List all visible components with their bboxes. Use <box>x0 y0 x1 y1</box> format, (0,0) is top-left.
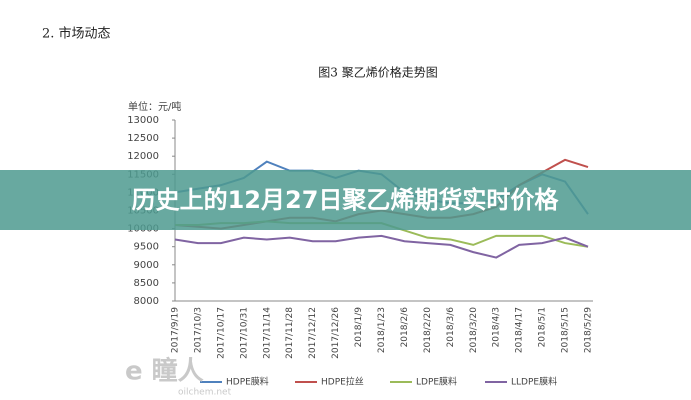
banner-band <box>0 170 691 230</box>
plot: 8000850090009500100001050011000115001200… <box>127 115 593 388</box>
x-tick-label: 2018/4/3 <box>492 307 502 347</box>
x-tick-label: 2018/5/1 <box>538 307 548 347</box>
watermark-logo: e 瞳人 <box>125 356 204 387</box>
x-tick-label: 2018/5/29 <box>584 307 594 353</box>
x-tick-label: 2017/9/19 <box>171 307 181 353</box>
y-axis-label: 单位：元/吨 <box>128 100 181 113</box>
banner-title: 历史上的12月27日聚乙烯期货实时价格 <box>132 186 560 214</box>
y-tick-label: 8500 <box>134 278 159 289</box>
y-tick-label: 9500 <box>134 242 159 253</box>
x-tick-label: 2018/5/15 <box>561 307 571 353</box>
section-heading: 2. 市场动态 <box>42 26 111 42</box>
x-tick-label: 2017/10/17 <box>216 307 226 359</box>
watermark-site: oilchem.net <box>178 388 232 398</box>
x-tick-label: 2018/1/9 <box>354 307 364 348</box>
x-tick-label: 2018/2/6 <box>400 307 410 348</box>
x-tick-label: 2017/10/31 <box>239 307 249 359</box>
series-line <box>174 234 589 259</box>
x-tick-label: 2018/3/20 <box>469 307 479 353</box>
x-tick-label: 2018/2/20 <box>423 307 433 353</box>
legend-label: HDPE膜料 <box>226 376 269 388</box>
x-tick-label: 2017/10/3 <box>193 307 203 353</box>
x-tick-label: 2017/12/26 <box>331 307 341 359</box>
x-tick-label: 2018/1/23 <box>377 307 387 353</box>
y-tick-label: 12000 <box>127 151 159 162</box>
legend-label: HDPE拉丝 <box>321 376 364 388</box>
y-tick-label: 8000 <box>134 296 159 307</box>
x-tick-label: 2018/3/6 <box>446 307 456 348</box>
x-tick-label: 2018/4/17 <box>515 307 525 353</box>
legend-label: LLDPE膜料 <box>511 376 557 388</box>
x-tick-label: 2017/12/12 <box>308 307 318 359</box>
x-tick-label: 2017/11/28 <box>285 307 295 359</box>
y-tick-label: 13000 <box>127 115 159 126</box>
y-tick-label: 9000 <box>134 260 159 271</box>
legend-label: LDPE膜料 <box>416 376 457 388</box>
y-tick-label: 12500 <box>127 133 159 144</box>
chart-title: 图3 聚乙烯价格走势图 <box>318 65 437 80</box>
x-tick-label: 2017/11/14 <box>262 307 272 359</box>
